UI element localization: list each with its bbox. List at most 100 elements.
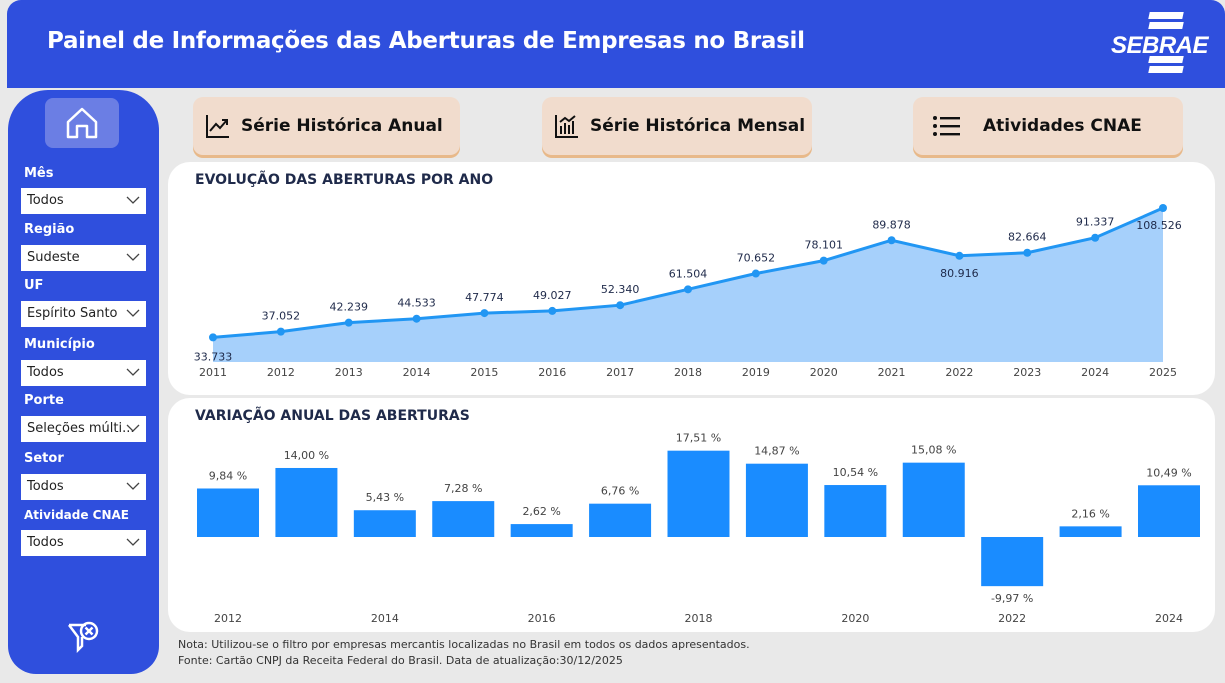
bar[interactable]	[824, 485, 887, 537]
bar[interactable]	[667, 450, 730, 537]
bar[interactable]	[589, 503, 652, 537]
data-point[interactable]	[1091, 233, 1100, 242]
bar[interactable]	[1138, 485, 1200, 537]
data-label: 42.239	[329, 301, 368, 314]
filter-label: Atividade CNAE	[24, 508, 129, 522]
filter-dropdown[interactable]: Todos	[21, 360, 146, 386]
source-text: Fonte: Cartão CNPJ da Receita Federal do…	[178, 654, 623, 667]
bar[interactable]	[432, 501, 495, 537]
data-label: 108.526	[1136, 219, 1182, 232]
data-label: 14,87 %	[754, 445, 799, 458]
data-label: 47.774	[465, 291, 504, 304]
data-point[interactable]	[548, 306, 557, 315]
bar[interactable]	[275, 467, 338, 537]
chevron-down-icon	[126, 196, 140, 204]
x-tick-label: 2012	[267, 366, 295, 379]
data-label: 15,08 %	[911, 444, 956, 457]
filter-dropdown[interactable]: Todos	[21, 188, 146, 214]
filter-dropdown[interactable]: Sudeste	[21, 245, 146, 271]
header: Painel de Informações das Aberturas de E…	[7, 0, 1225, 88]
chevron-down-icon	[126, 309, 140, 317]
bar[interactable]	[981, 537, 1044, 587]
data-label: 2,62 %	[522, 505, 560, 518]
bar[interactable]	[902, 462, 965, 537]
data-label: 52.340	[601, 283, 640, 296]
filter-dropdown[interactable]: Todos	[21, 474, 146, 500]
x-tick-label: 2021	[878, 366, 906, 379]
chevron-down-icon	[126, 253, 140, 261]
x-tick-label: 2024	[1081, 366, 1109, 379]
chevron-down-icon	[126, 538, 140, 546]
filter-label: Município	[24, 337, 95, 352]
bar[interactable]	[353, 510, 416, 537]
page-title: Painel de Informações das Aberturas de E…	[47, 28, 805, 54]
data-label: 9,84 %	[209, 469, 247, 482]
chart-title: EVOLUÇÃO DAS ABERTURAS POR ANO	[195, 172, 494, 188]
x-tick-label: 2024	[1155, 612, 1183, 625]
data-point[interactable]	[480, 309, 489, 318]
annual-evolution-card: EVOLUÇÃO DAS ABERTURAS POR ANO 33.733 201…	[168, 162, 1215, 395]
data-point[interactable]	[887, 236, 896, 245]
data-label: 91.337	[1076, 216, 1115, 229]
annual-variation-card: VARIAÇÃO ANUAL DAS ABERTURAS 9,84 % 2012 1…	[168, 398, 1215, 632]
x-tick-label: 2016	[528, 612, 556, 625]
x-tick-label: 2011	[199, 366, 227, 379]
data-label: 89.878	[872, 218, 911, 231]
filter-sidebar: Mês Todos Região Sudeste UF Espírito Santo Mun…	[8, 90, 159, 674]
data-label: 44.533	[397, 297, 436, 310]
data-label: 6,76 %	[601, 485, 639, 498]
chevron-down-icon	[126, 424, 140, 432]
x-tick-label: 2013	[335, 366, 363, 379]
nav-serie-mensal-button[interactable]: Série Histórica Mensal	[542, 97, 812, 155]
data-label: 78.101	[804, 239, 843, 252]
filter-label: UF	[24, 278, 44, 293]
home-icon	[66, 107, 98, 139]
filter-dropdown[interactable]: Seleções múlti...	[21, 416, 146, 442]
data-label: 33.733	[194, 350, 233, 363]
filter-value: Todos	[27, 365, 64, 380]
x-tick-label: 2017	[606, 366, 634, 379]
filter-dropdown[interactable]: Todos	[21, 530, 146, 556]
data-point[interactable]	[955, 251, 964, 260]
data-point[interactable]	[616, 301, 625, 310]
sebrae-logo: SEBRAE	[1111, 12, 1209, 73]
annual-evolution-chart: 33.733 2011 37.052 2012 42.239 2013 44.533 2014…	[194, 204, 1182, 379]
data-label: 2,16 %	[1071, 507, 1109, 520]
x-tick-label: 2014	[403, 366, 431, 379]
filter-dropdown[interactable]: Espírito Santo	[21, 301, 146, 327]
data-label: 37.052	[262, 310, 301, 323]
data-point[interactable]	[1023, 248, 1032, 257]
clear-filters-button[interactable]	[66, 620, 102, 659]
chevron-down-icon	[126, 482, 140, 490]
nav-label: Série Histórica Anual	[241, 116, 443, 136]
data-point[interactable]	[276, 327, 285, 336]
home-button[interactable]	[45, 98, 119, 148]
data-point[interactable]	[1159, 204, 1167, 213]
data-point[interactable]	[344, 318, 353, 327]
data-label: 80.916	[940, 267, 979, 280]
data-point[interactable]	[751, 269, 760, 278]
data-label: 82.664	[1008, 231, 1046, 244]
bar[interactable]	[510, 524, 573, 537]
data-point[interactable]	[412, 314, 421, 323]
x-tick-label: 2015	[470, 366, 498, 379]
data-point[interactable]	[684, 285, 692, 294]
list-icon	[933, 116, 960, 136]
x-tick-label: 2020	[810, 366, 838, 379]
filter-label: Porte	[24, 393, 64, 408]
nav-atividades-cnae-button[interactable]: Atividades CNAE	[913, 97, 1183, 155]
x-tick-label: 2022	[998, 612, 1026, 625]
data-point[interactable]	[209, 333, 217, 342]
bar[interactable]	[745, 463, 808, 537]
filter-value: Todos	[27, 193, 64, 208]
data-label: 5,43 %	[366, 491, 404, 504]
data-label: 17,51 %	[676, 432, 721, 445]
x-tick-label: 2025	[1149, 366, 1177, 379]
data-label: 14,00 %	[284, 449, 329, 462]
nav-serie-anual-button[interactable]: Série Histórica Anual	[193, 97, 460, 155]
bar[interactable]	[197, 488, 259, 537]
note-text: Nota: Utilizou-se o filtro por empresas …	[178, 638, 750, 651]
bar[interactable]	[1059, 526, 1122, 537]
data-point[interactable]	[819, 256, 828, 265]
filter-label: Setor	[24, 451, 64, 466]
